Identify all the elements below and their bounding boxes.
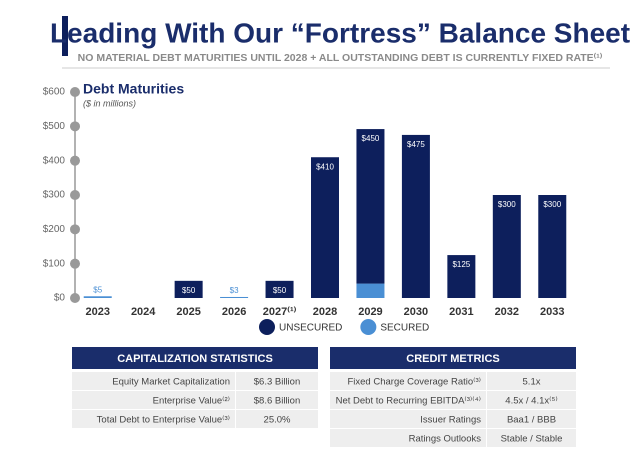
y-tick-dot — [70, 293, 80, 303]
table-cell-bg — [487, 372, 576, 390]
y-tick-label: $400 — [43, 155, 66, 166]
bar-segment — [265, 280, 294, 298]
data-label: $410 — [316, 162, 334, 171]
x-tick-label: 2028 — [313, 306, 337, 318]
table-cell-bg — [330, 429, 486, 447]
data-label: $3 — [230, 286, 239, 295]
table-cell: Enterprise Value⁽²⁾ — [153, 396, 230, 407]
table-cell: Total Debt to Enterprise Value⁽³⁾ — [97, 415, 230, 426]
table-cell: $8.6 Billion — [254, 396, 300, 407]
data-label: $300 — [498, 200, 516, 209]
table-cell: Fixed Charge Coverage Ratio⁽³⁾ — [347, 377, 481, 388]
x-tick-label: 2027⁽¹⁾ — [263, 306, 297, 318]
x-tick-label: 2025 — [176, 306, 200, 318]
slide-title: Leading With Our “Fortress” Balance Shee… — [50, 17, 630, 48]
x-tick-label: 2026 — [222, 306, 246, 318]
x-tick-label: 2032 — [495, 306, 519, 318]
table-cell-bg — [487, 410, 576, 428]
table-header-bg — [72, 347, 318, 369]
table-cell: Ratings Outlooks — [409, 434, 482, 445]
legend-label: UNSECURED — [279, 323, 342, 334]
legend-swatch — [259, 319, 275, 335]
table-cell-bg — [72, 391, 235, 409]
table-cell-bg — [236, 391, 318, 409]
table-cell-bg — [236, 410, 318, 428]
table-cell-bg — [236, 372, 318, 390]
x-tick-label: 2030 — [404, 306, 428, 318]
table-cell: Baa1 / BBB — [507, 415, 556, 426]
bar-segment — [356, 129, 385, 284]
bar-segment — [174, 280, 203, 298]
accent-bar — [62, 16, 68, 56]
y-tick-label: $500 — [43, 121, 66, 132]
bar-segment — [220, 296, 249, 298]
table-cell-bg — [72, 372, 235, 390]
bar-segment — [311, 157, 339, 298]
legend-label: SECURED — [380, 323, 429, 334]
table-cell: 5.1x — [523, 377, 541, 388]
slide-subtitle: NO MATERIAL DEBT MATURITIES UNTIL 2028 +… — [78, 52, 603, 64]
y-tick-label: $100 — [43, 258, 66, 269]
table-header: CREDIT METRICS — [406, 353, 500, 365]
table-cell-bg — [72, 410, 235, 428]
table-cell-bg — [487, 391, 576, 409]
table-cell-bg — [330, 372, 486, 390]
table-cell-bg — [330, 410, 486, 428]
table-cell: Stable / Stable — [501, 434, 563, 445]
data-label: $300 — [543, 200, 561, 209]
x-tick-label: 2029 — [358, 306, 382, 318]
x-tick-label: 2033 — [540, 306, 564, 318]
y-tick-dot — [70, 224, 80, 235]
y-tick-label: $300 — [43, 190, 66, 201]
bar-segment — [356, 283, 385, 298]
y-tick-dot — [70, 258, 80, 269]
table-header: CAPITALIZATION STATISTICS — [117, 353, 273, 365]
legend-swatch — [360, 319, 377, 335]
y-tick-label: $600 — [43, 87, 66, 98]
data-label: $5 — [93, 285, 102, 294]
data-label: $50 — [182, 286, 196, 295]
bar-segment — [492, 195, 521, 298]
data-label: $125 — [452, 260, 470, 269]
y-tick-label: $0 — [54, 293, 66, 304]
table-header-bg — [330, 347, 576, 369]
data-label: $50 — [273, 286, 287, 295]
bar-segment — [447, 255, 476, 298]
bar-segment — [538, 195, 567, 298]
table-cell: Issuer Ratings — [420, 415, 481, 426]
x-tick-label: 2031 — [449, 306, 473, 318]
data-label: $475 — [407, 140, 425, 149]
x-tick-label: 2024 — [131, 306, 156, 318]
table-cell: 4.5x / 4.1x⁽⁵⁾ — [505, 396, 557, 407]
table-cell-bg — [487, 429, 576, 447]
y-tick-dot — [70, 121, 80, 132]
chart-title: Debt Maturities — [83, 81, 184, 97]
y-tick-dot — [70, 155, 80, 166]
table-cell: 25.0% — [264, 415, 291, 426]
x-tick-label: 2023 — [85, 306, 109, 318]
table-cell: $6.3 Billion — [254, 377, 300, 388]
table-cell-bg — [330, 391, 486, 409]
y-tick-label: $200 — [43, 224, 66, 235]
table-cell: Equity Market Capitalization — [112, 377, 230, 388]
data-label: $450 — [362, 134, 380, 143]
table-cell: Net Debt to Recurring EBITDA⁽³⁾⁽⁴⁾ — [336, 396, 481, 407]
bar-segment — [83, 296, 112, 298]
chart-subtitle: ($ in millions) — [83, 98, 136, 108]
y-tick-dot — [70, 190, 80, 200]
bar-segment — [401, 134, 430, 298]
y-tick-dot — [70, 87, 80, 97]
